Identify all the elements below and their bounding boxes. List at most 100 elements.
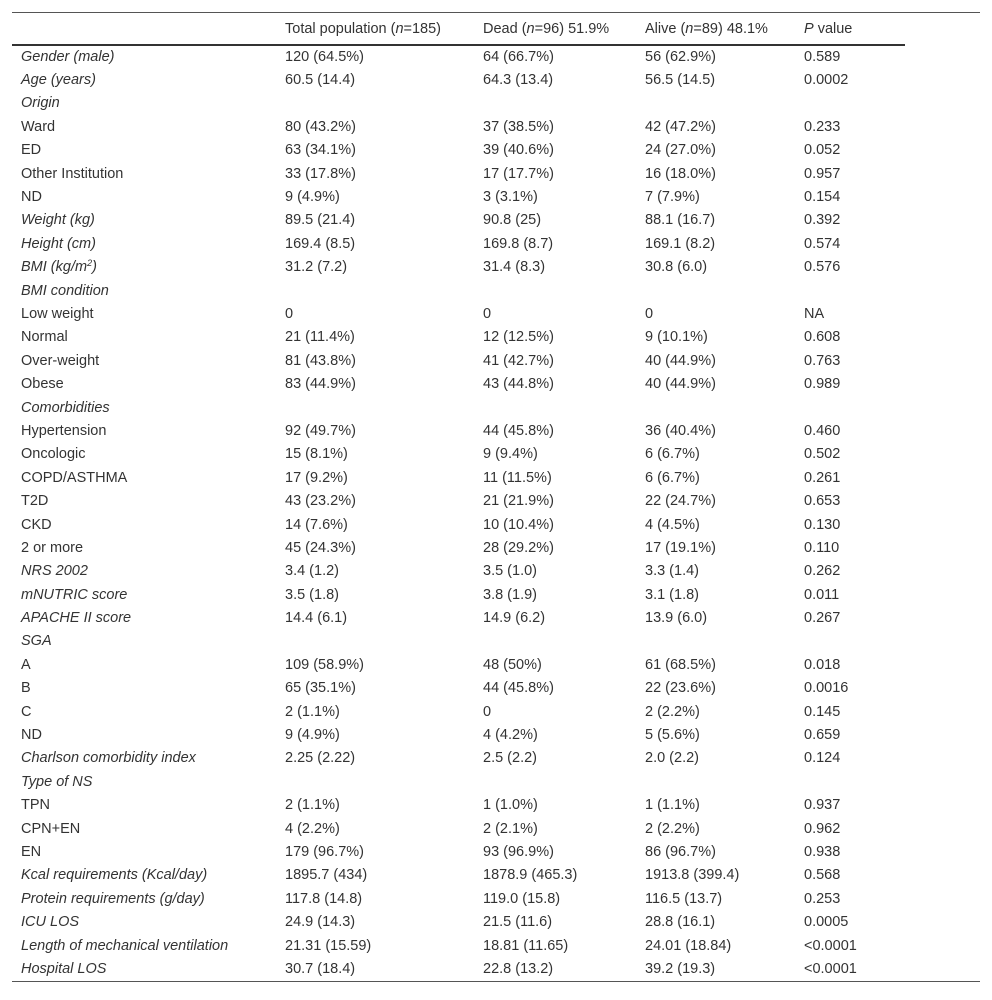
cell: 45 (24.3%) bbox=[285, 539, 356, 556]
table-row: ED 63 (34.1%) 39 (40.6%) 24 (27.0%) 0.052 bbox=[12, 139, 980, 162]
cell: 3.5 (1.8) bbox=[285, 586, 339, 603]
cell: 0.0005 bbox=[804, 914, 849, 931]
table-row: Length of mechanical ventilation 21.31 (1… bbox=[12, 934, 980, 957]
cell: 88.1 (16.7) bbox=[645, 212, 716, 229]
cell: 44 (45.8%) bbox=[483, 422, 554, 439]
row-label: TPN bbox=[12, 794, 285, 817]
header-cell: Total population (n=185) bbox=[285, 13, 483, 45]
cell: 39.2 (19.3) bbox=[645, 960, 716, 977]
table-row: ND 9 (4.9%) 3 (3.1%) 7 (7.9%) 0.154 bbox=[12, 185, 980, 208]
cell: 37 (38.5%) bbox=[483, 118, 554, 135]
table-row: Type of NS bbox=[12, 770, 980, 793]
table-row: BMI condition bbox=[12, 279, 980, 302]
cell: 39 (40.6%) bbox=[483, 142, 554, 159]
text-segment: =185) bbox=[403, 21, 442, 37]
row-label: C bbox=[12, 700, 285, 723]
text: C bbox=[21, 703, 32, 720]
table-row: T2D 43 (23.2%) 21 (21.9%) 22 (24.7%) 0.653 bbox=[12, 489, 980, 512]
table-row: ICU LOS 24.9 (14.3) 21.5 (11.6) 28.8 (16.1)… bbox=[12, 910, 980, 933]
row-label: Weight (kg) bbox=[12, 209, 285, 232]
table-row: NRS 2002 3.4 (1.2) 3.5 (1.0) 3.3 (1.4) 0.262 bbox=[12, 560, 980, 583]
row-label: EN bbox=[12, 840, 285, 863]
cell: 0.653 bbox=[804, 493, 841, 510]
header-cell: Alive (n=89) 48.1% bbox=[645, 13, 804, 45]
text: Origin bbox=[21, 95, 60, 112]
cell: 0 bbox=[285, 305, 294, 322]
cell: 33 (17.8%) bbox=[285, 165, 356, 182]
cell: 0.460 bbox=[804, 422, 841, 439]
row-label: CPN+EN bbox=[12, 817, 285, 840]
cell: 116.5 (13.7) bbox=[645, 890, 723, 907]
table-row: Charlson comorbidity index 2.25 (2.22) 2.5… bbox=[12, 747, 980, 770]
text-segment: BMI (kg/m bbox=[21, 259, 88, 276]
cell: 0.0002 bbox=[804, 72, 849, 89]
cell: 0.568 bbox=[804, 867, 841, 884]
table-row: TPN 2 (1.1%) 1 (1.0%) 1 (1.1%) 0.937 bbox=[12, 794, 980, 817]
row-label: Obese bbox=[12, 372, 285, 395]
cell: 36 (40.4%) bbox=[645, 422, 716, 439]
row-label: Origin bbox=[12, 92, 285, 115]
text: ND bbox=[21, 727, 42, 744]
cell: 0.938 bbox=[804, 843, 841, 860]
row-label: ED bbox=[12, 139, 285, 162]
cell: 0.267 bbox=[804, 610, 841, 627]
row-label: CKD bbox=[12, 513, 285, 536]
cell: 80 (43.2%) bbox=[285, 118, 356, 135]
table-row: Origin bbox=[12, 92, 980, 115]
cell: 14.4 (6.1) bbox=[285, 610, 348, 627]
text: Ward bbox=[21, 118, 56, 135]
cell: 1878.9 (465.3) bbox=[483, 867, 578, 884]
row-label: ICU LOS bbox=[12, 910, 285, 933]
cell: 0.962 bbox=[804, 820, 841, 837]
cell bbox=[645, 770, 804, 793]
cell: 6 (6.7%) bbox=[645, 469, 700, 486]
row-label: mNUTRIC score bbox=[12, 583, 285, 606]
cell: 2 (2.1%) bbox=[483, 820, 538, 837]
text: T2D bbox=[21, 493, 49, 510]
cell: 0.659 bbox=[804, 727, 841, 744]
text-segment: ) bbox=[92, 259, 97, 276]
table-row: CKD 14 (7.6%) 10 (10.4%) 4 (4.5%) 0.130 bbox=[12, 513, 980, 536]
text: Kcal requirements (Kcal/day) bbox=[21, 867, 208, 884]
cell: 40 (44.9%) bbox=[645, 376, 716, 393]
table-row: Low weight 0 0 0 NA bbox=[12, 302, 980, 325]
table-row: C 2 (1.1%) 0 2 (2.2%) 0.145 bbox=[12, 700, 980, 723]
cell: 3 (3.1%) bbox=[483, 189, 538, 206]
cell bbox=[804, 279, 980, 302]
cell: 0 bbox=[483, 305, 492, 322]
row-label: Over-weight bbox=[12, 349, 285, 372]
cell: 0.262 bbox=[804, 563, 841, 580]
cell bbox=[483, 396, 645, 419]
cell: 7 (7.9%) bbox=[645, 189, 700, 206]
text: 2 or more bbox=[21, 539, 84, 556]
cell bbox=[483, 630, 645, 653]
cell: 24 (27.0%) bbox=[645, 142, 716, 159]
header-row: Total population (n=185) Dead (n=96) 51.9… bbox=[12, 13, 980, 45]
row-label: Other Institution bbox=[12, 162, 285, 185]
cell: 24.9 (14.3) bbox=[285, 914, 356, 931]
text: Protein requirements (g/day) bbox=[21, 890, 205, 907]
cell: 24.01 (18.84) bbox=[645, 937, 732, 954]
text: Type of NS bbox=[21, 773, 93, 790]
text: EN bbox=[21, 843, 42, 860]
row-label: Comorbidities bbox=[12, 396, 285, 419]
table-row: COPD/ASTHMA 17 (9.2%) 11 (11.5%) 6 (6.7%) 0.… bbox=[12, 466, 980, 489]
text: Obese bbox=[21, 376, 64, 393]
cell: 1 (1.1%) bbox=[645, 797, 700, 814]
table-row: APACHE II score 14.4 (6.1) 14.9 (6.2) 13.9 … bbox=[12, 606, 980, 629]
table: Total population (n=185) Dead (n=96) 51.9… bbox=[12, 13, 980, 981]
table-row: Weight (kg) 89.5 (21.4) 90.8 (25) 88.1 (16.… bbox=[12, 209, 980, 232]
cell: 4 (4.5%) bbox=[645, 516, 700, 533]
cell: 22.8 (13.2) bbox=[483, 960, 554, 977]
text-segment: Alive ( bbox=[645, 21, 686, 37]
row-label: NRS 2002 bbox=[12, 560, 285, 583]
cell: 0.937 bbox=[804, 797, 841, 814]
table-row: Normal 21 (11.4%) 12 (12.5%) 9 (10.1%) 0.608 bbox=[12, 326, 980, 349]
cell: 17 (19.1%) bbox=[645, 539, 716, 556]
text: ND bbox=[21, 189, 42, 206]
text: Length of mechanical ventilation bbox=[21, 937, 229, 954]
cell: 6 (6.7%) bbox=[645, 446, 700, 463]
cell: 0.0016 bbox=[804, 680, 849, 697]
cell: 169.1 (8.2) bbox=[645, 235, 716, 252]
cell: 11 (11.5%) bbox=[483, 469, 552, 486]
